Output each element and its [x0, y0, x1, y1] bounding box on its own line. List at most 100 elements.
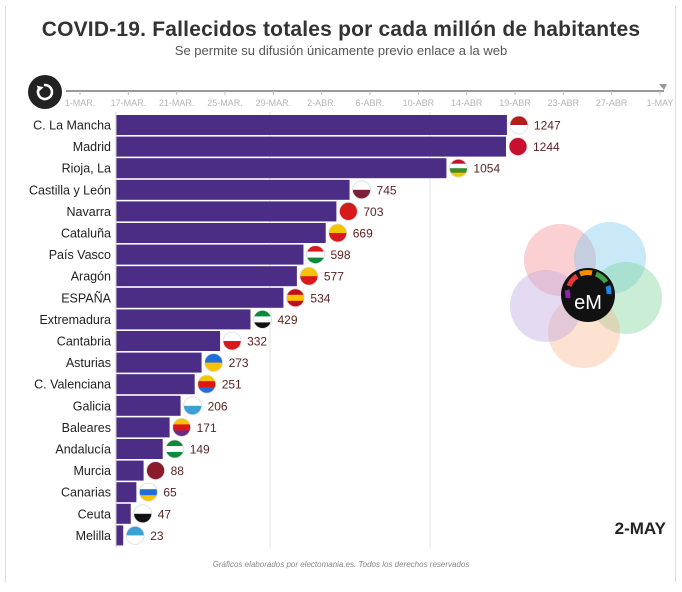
- bar: [116, 223, 326, 243]
- value-label: 745: [377, 183, 397, 197]
- region-flag-icon: [253, 309, 272, 329]
- category-label: Asturias: [66, 356, 111, 370]
- timeline-tick-label: 1-MAY: [647, 98, 674, 108]
- category-label: Rioja, La: [62, 162, 111, 176]
- region-flag-icon: [328, 223, 348, 243]
- bar: [116, 352, 202, 373]
- category-label: Melilla: [76, 529, 111, 543]
- bar: [116, 136, 506, 157]
- timeline-tick-label: 25-MAR.: [207, 98, 243, 108]
- bar: [116, 331, 221, 351]
- bar: [116, 266, 297, 287]
- category-label: ESPAÑA: [61, 291, 111, 305]
- logo-center-mark: eM: [561, 268, 615, 322]
- region-flag-icon: [222, 331, 242, 351]
- region-flag-icon: [165, 439, 185, 459]
- value-label: 149: [190, 443, 210, 457]
- timeline-tick-label: 6-ABR.: [355, 98, 384, 108]
- timeline-tick-label: 17-MAR.: [111, 98, 147, 108]
- category-label: Baleares: [62, 421, 111, 435]
- category-label: C. Valenciana: [34, 378, 111, 392]
- bar: [116, 287, 284, 308]
- timeline-end-marker: [659, 84, 667, 90]
- region-flag-icon: [197, 374, 217, 394]
- value-label: 534: [310, 291, 330, 305]
- frame-left-border: [5, 6, 6, 582]
- frame-right-border: [675, 6, 676, 582]
- region-flag-icon: [338, 201, 358, 221]
- category-label: Ceuta: [78, 507, 111, 521]
- chart-title: COVID-19. Fallecidos totales por cada mi…: [41, 18, 641, 41]
- value-label: 23: [150, 529, 164, 543]
- bar: [116, 417, 170, 438]
- electomania-logo: eM: [508, 222, 664, 370]
- timeline-tick-label: 14-ABR: [451, 98, 483, 108]
- timeline-tick-label: 23-ABR: [548, 98, 580, 108]
- timeline-tick-label: 1-MAR.: [65, 98, 96, 108]
- region-flag-icon: [509, 115, 529, 135]
- chart-subtitle: Se permite su difusión únicamente previo…: [174, 43, 508, 58]
- category-label: Aragón: [71, 270, 111, 284]
- svg-text:eM: eM: [574, 292, 602, 314]
- category-label: Murcia: [73, 464, 111, 478]
- timeline-tick-label: 19-ABR: [499, 98, 531, 108]
- bar: [116, 395, 181, 416]
- timeline-tick-label: 27-ABR: [596, 98, 628, 108]
- category-label: Galicia: [73, 399, 111, 413]
- footer-credit: Gráficos elaborados por electomania.es. …: [212, 560, 470, 569]
- bar: [116, 244, 304, 265]
- category-label: Cantabria: [57, 335, 111, 349]
- bar: [116, 374, 195, 395]
- value-label: 669: [353, 227, 373, 241]
- region-flag-icon: [138, 482, 158, 502]
- replay-button[interactable]: [28, 75, 62, 109]
- value-label: 577: [324, 270, 344, 284]
- value-label: 429: [277, 313, 297, 327]
- bar: [116, 158, 447, 179]
- category-label: Navarra: [67, 205, 112, 219]
- timeline-tick-label: 29-MAR.: [256, 98, 292, 108]
- value-label: 1247: [534, 119, 561, 133]
- region-flag-icon: [508, 137, 528, 157]
- region-flag-icon: [125, 526, 145, 545]
- category-label: Canarias: [61, 486, 111, 500]
- category-label: Castilla y León: [29, 183, 111, 197]
- value-label: 332: [247, 335, 267, 349]
- region-flag-icon: [306, 245, 325, 265]
- region-flag-icon: [299, 266, 319, 286]
- category-label: País Vasco: [49, 248, 111, 262]
- bar: [116, 525, 124, 546]
- bar: [116, 179, 350, 200]
- bar: [116, 460, 144, 481]
- bar: [116, 439, 163, 459]
- replay-icon: [36, 83, 54, 101]
- timeline-tick-label: 2-ABR.: [307, 98, 336, 108]
- category-label: C. La Mancha: [33, 119, 111, 133]
- region-flag-icon: [183, 396, 202, 416]
- value-label: 273: [229, 356, 249, 370]
- category-label: Extremadura: [39, 313, 111, 327]
- timeline-tick-label: 21-MAR.: [159, 98, 195, 108]
- value-label: 47: [158, 507, 172, 521]
- bar: [116, 115, 507, 135]
- value-label: 171: [197, 421, 217, 435]
- region-flag-icon: [352, 180, 371, 200]
- value-label: 1054: [473, 162, 500, 176]
- category-label: Cataluña: [61, 227, 111, 241]
- value-label: 598: [330, 248, 350, 262]
- value-label: 65: [163, 486, 177, 500]
- value-label: 88: [171, 464, 185, 478]
- bar: [116, 503, 131, 524]
- value-label: 703: [363, 205, 383, 219]
- bar: [116, 482, 137, 503]
- value-label: 251: [222, 378, 242, 392]
- region-flag-icon: [172, 417, 192, 437]
- region-flag-icon: [286, 288, 305, 308]
- bar: [116, 309, 251, 330]
- category-label: Madrid: [73, 140, 111, 154]
- bar: [116, 201, 337, 222]
- region-flag-icon: [146, 461, 165, 481]
- timeline-tick-label: 10-ABR: [403, 98, 435, 108]
- region-flag-icon: [449, 158, 468, 178]
